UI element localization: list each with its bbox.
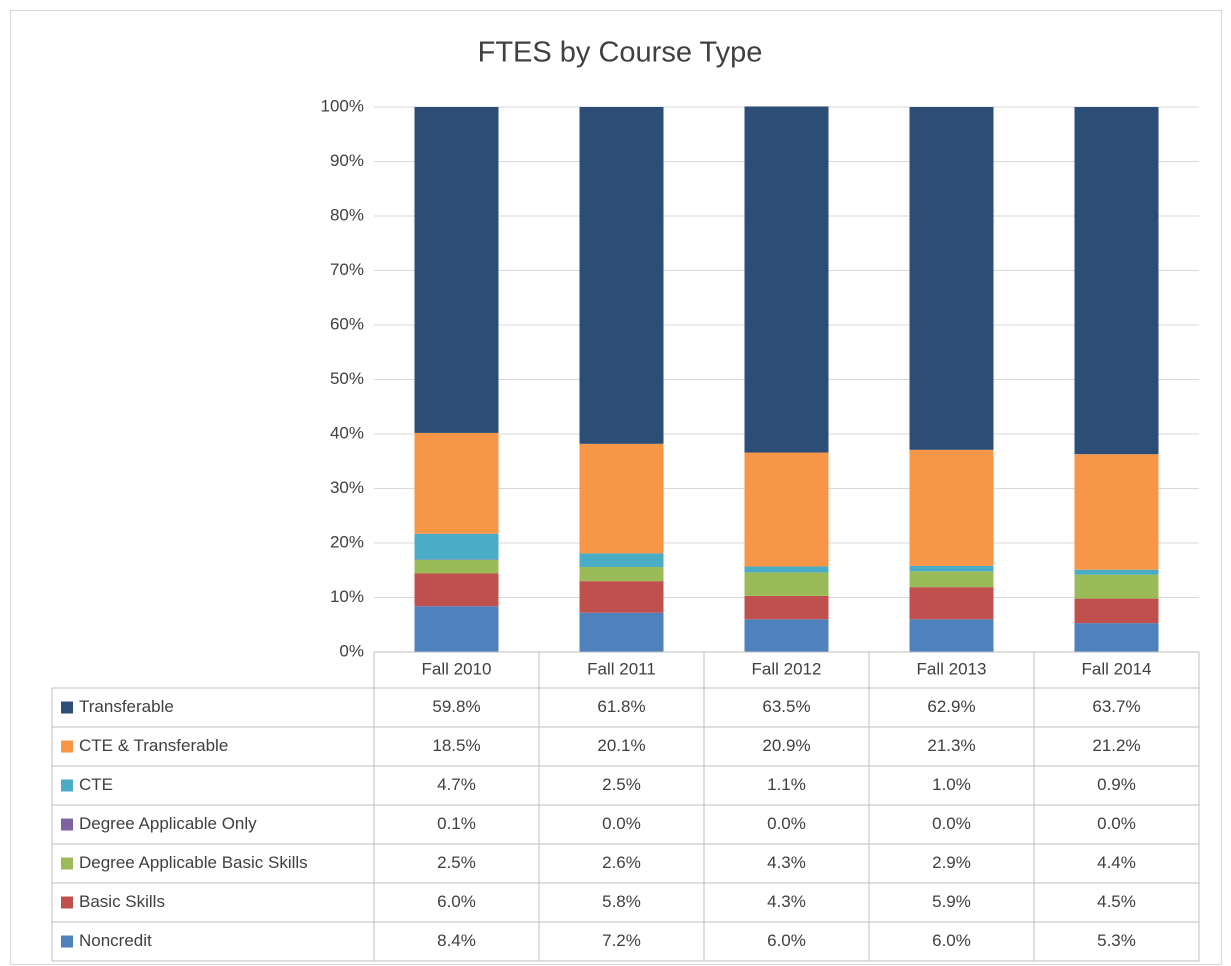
y-tick-label: 80% <box>330 205 364 224</box>
y-tick-label: 90% <box>330 151 364 170</box>
bar-segment <box>744 572 829 596</box>
bar-segment <box>1074 107 1159 455</box>
data-label: 4.3% <box>767 853 806 872</box>
legend-label: CTE & Transferable <box>79 736 228 755</box>
bar-segment <box>909 619 994 652</box>
legend-swatch <box>61 701 73 714</box>
data-label: 1.1% <box>767 775 806 794</box>
bar-segment <box>744 106 829 453</box>
x-tick-label: Fall 2010 <box>422 659 492 678</box>
data-label: 0.0% <box>602 814 641 833</box>
y-tick-label: 70% <box>330 260 364 279</box>
bar-segment <box>414 432 499 534</box>
legend-swatch <box>61 779 73 792</box>
data-label: 5.3% <box>1097 931 1136 950</box>
data-label: 59.8% <box>432 697 480 716</box>
legend-swatch <box>61 857 73 870</box>
bar-segment <box>1074 623 1159 652</box>
y-tick-label: 20% <box>330 532 364 551</box>
data-label: 63.5% <box>762 697 810 716</box>
data-label: 7.2% <box>602 931 641 950</box>
bar-segment <box>579 566 664 582</box>
legend-swatch <box>61 740 73 753</box>
legend-swatch <box>61 818 73 831</box>
bar-segment <box>579 107 664 444</box>
data-label: 61.8% <box>597 697 645 716</box>
legend-label: Degree Applicable Only <box>79 814 257 833</box>
bar-segment <box>909 107 994 450</box>
data-label: 5.9% <box>932 892 971 911</box>
bar-segment <box>414 559 499 560</box>
data-label: 0.0% <box>932 814 971 833</box>
bar-segment <box>1074 574 1159 599</box>
bar-segment <box>1074 454 1159 570</box>
bar-segment <box>414 533 499 560</box>
x-tick-label: Fall 2013 <box>917 659 987 678</box>
data-label: 6.0% <box>767 931 806 950</box>
x-tick-label: Fall 2014 <box>1082 659 1152 678</box>
bar-segment <box>744 595 829 620</box>
x-tick-label: Fall 2011 <box>587 659 656 678</box>
bar-segment <box>579 612 664 652</box>
data-label: 62.9% <box>927 697 975 716</box>
data-label: 63.7% <box>1092 697 1140 716</box>
data-label: 4.5% <box>1097 892 1136 911</box>
data-label: 4.3% <box>767 892 806 911</box>
data-label: 0.1% <box>437 814 476 833</box>
data-label: 6.0% <box>932 931 971 950</box>
bar-segment <box>579 443 664 554</box>
legend-label: Transferable <box>79 697 174 716</box>
y-tick-label: 10% <box>330 587 364 606</box>
data-label: 4.4% <box>1097 853 1136 872</box>
legend-label: CTE <box>79 775 113 794</box>
data-label: 1.0% <box>932 775 971 794</box>
bar-segment <box>744 619 829 652</box>
bar-segment <box>579 581 664 613</box>
y-tick-label: 30% <box>330 478 364 497</box>
bar-segment <box>414 107 499 433</box>
bar-segment <box>1074 598 1159 624</box>
bar-segment <box>579 553 664 567</box>
bar-segment <box>744 452 829 567</box>
legend-swatch <box>61 935 73 948</box>
data-label: 2.5% <box>437 853 476 872</box>
data-label: 2.9% <box>932 853 971 872</box>
y-tick-label: 100% <box>321 96 364 115</box>
bar-segment <box>909 449 994 566</box>
legend-label: Degree Applicable Basic Skills <box>79 853 308 872</box>
y-tick-label: 60% <box>330 314 364 333</box>
legend-label: Noncredit <box>79 931 152 950</box>
bar-segment <box>909 565 994 572</box>
y-tick-label: 40% <box>330 423 364 442</box>
data-label: 0.9% <box>1097 775 1136 794</box>
bar-segment <box>414 559 499 574</box>
data-label: 21.3% <box>927 736 975 755</box>
bar-segment <box>414 606 499 652</box>
chart-title: FTES by Course Type <box>478 37 763 69</box>
y-tick-label: 50% <box>330 369 364 388</box>
data-label: 18.5% <box>432 736 480 755</box>
bar-segment <box>414 573 499 607</box>
data-label: 5.8% <box>602 892 641 911</box>
x-tick-label: Fall 2012 <box>752 659 822 678</box>
bar-segment <box>744 566 829 573</box>
data-label: 0.0% <box>1097 814 1136 833</box>
legend-swatch <box>61 896 73 909</box>
bar-segment <box>1074 569 1159 575</box>
data-label: 0.0% <box>767 814 806 833</box>
data-label: 20.1% <box>597 736 645 755</box>
bar-segment <box>909 571 994 588</box>
data-label: 2.6% <box>602 853 641 872</box>
data-label: 6.0% <box>437 892 476 911</box>
data-label: 21.2% <box>1092 736 1140 755</box>
data-label: 20.9% <box>762 736 810 755</box>
y-tick-label: 0% <box>339 641 364 660</box>
data-label: 8.4% <box>437 931 476 950</box>
legend-label: Basic Skills <box>79 892 165 911</box>
data-label: 2.5% <box>602 775 641 794</box>
bar-segment <box>909 587 994 620</box>
data-label: 4.7% <box>437 775 476 794</box>
